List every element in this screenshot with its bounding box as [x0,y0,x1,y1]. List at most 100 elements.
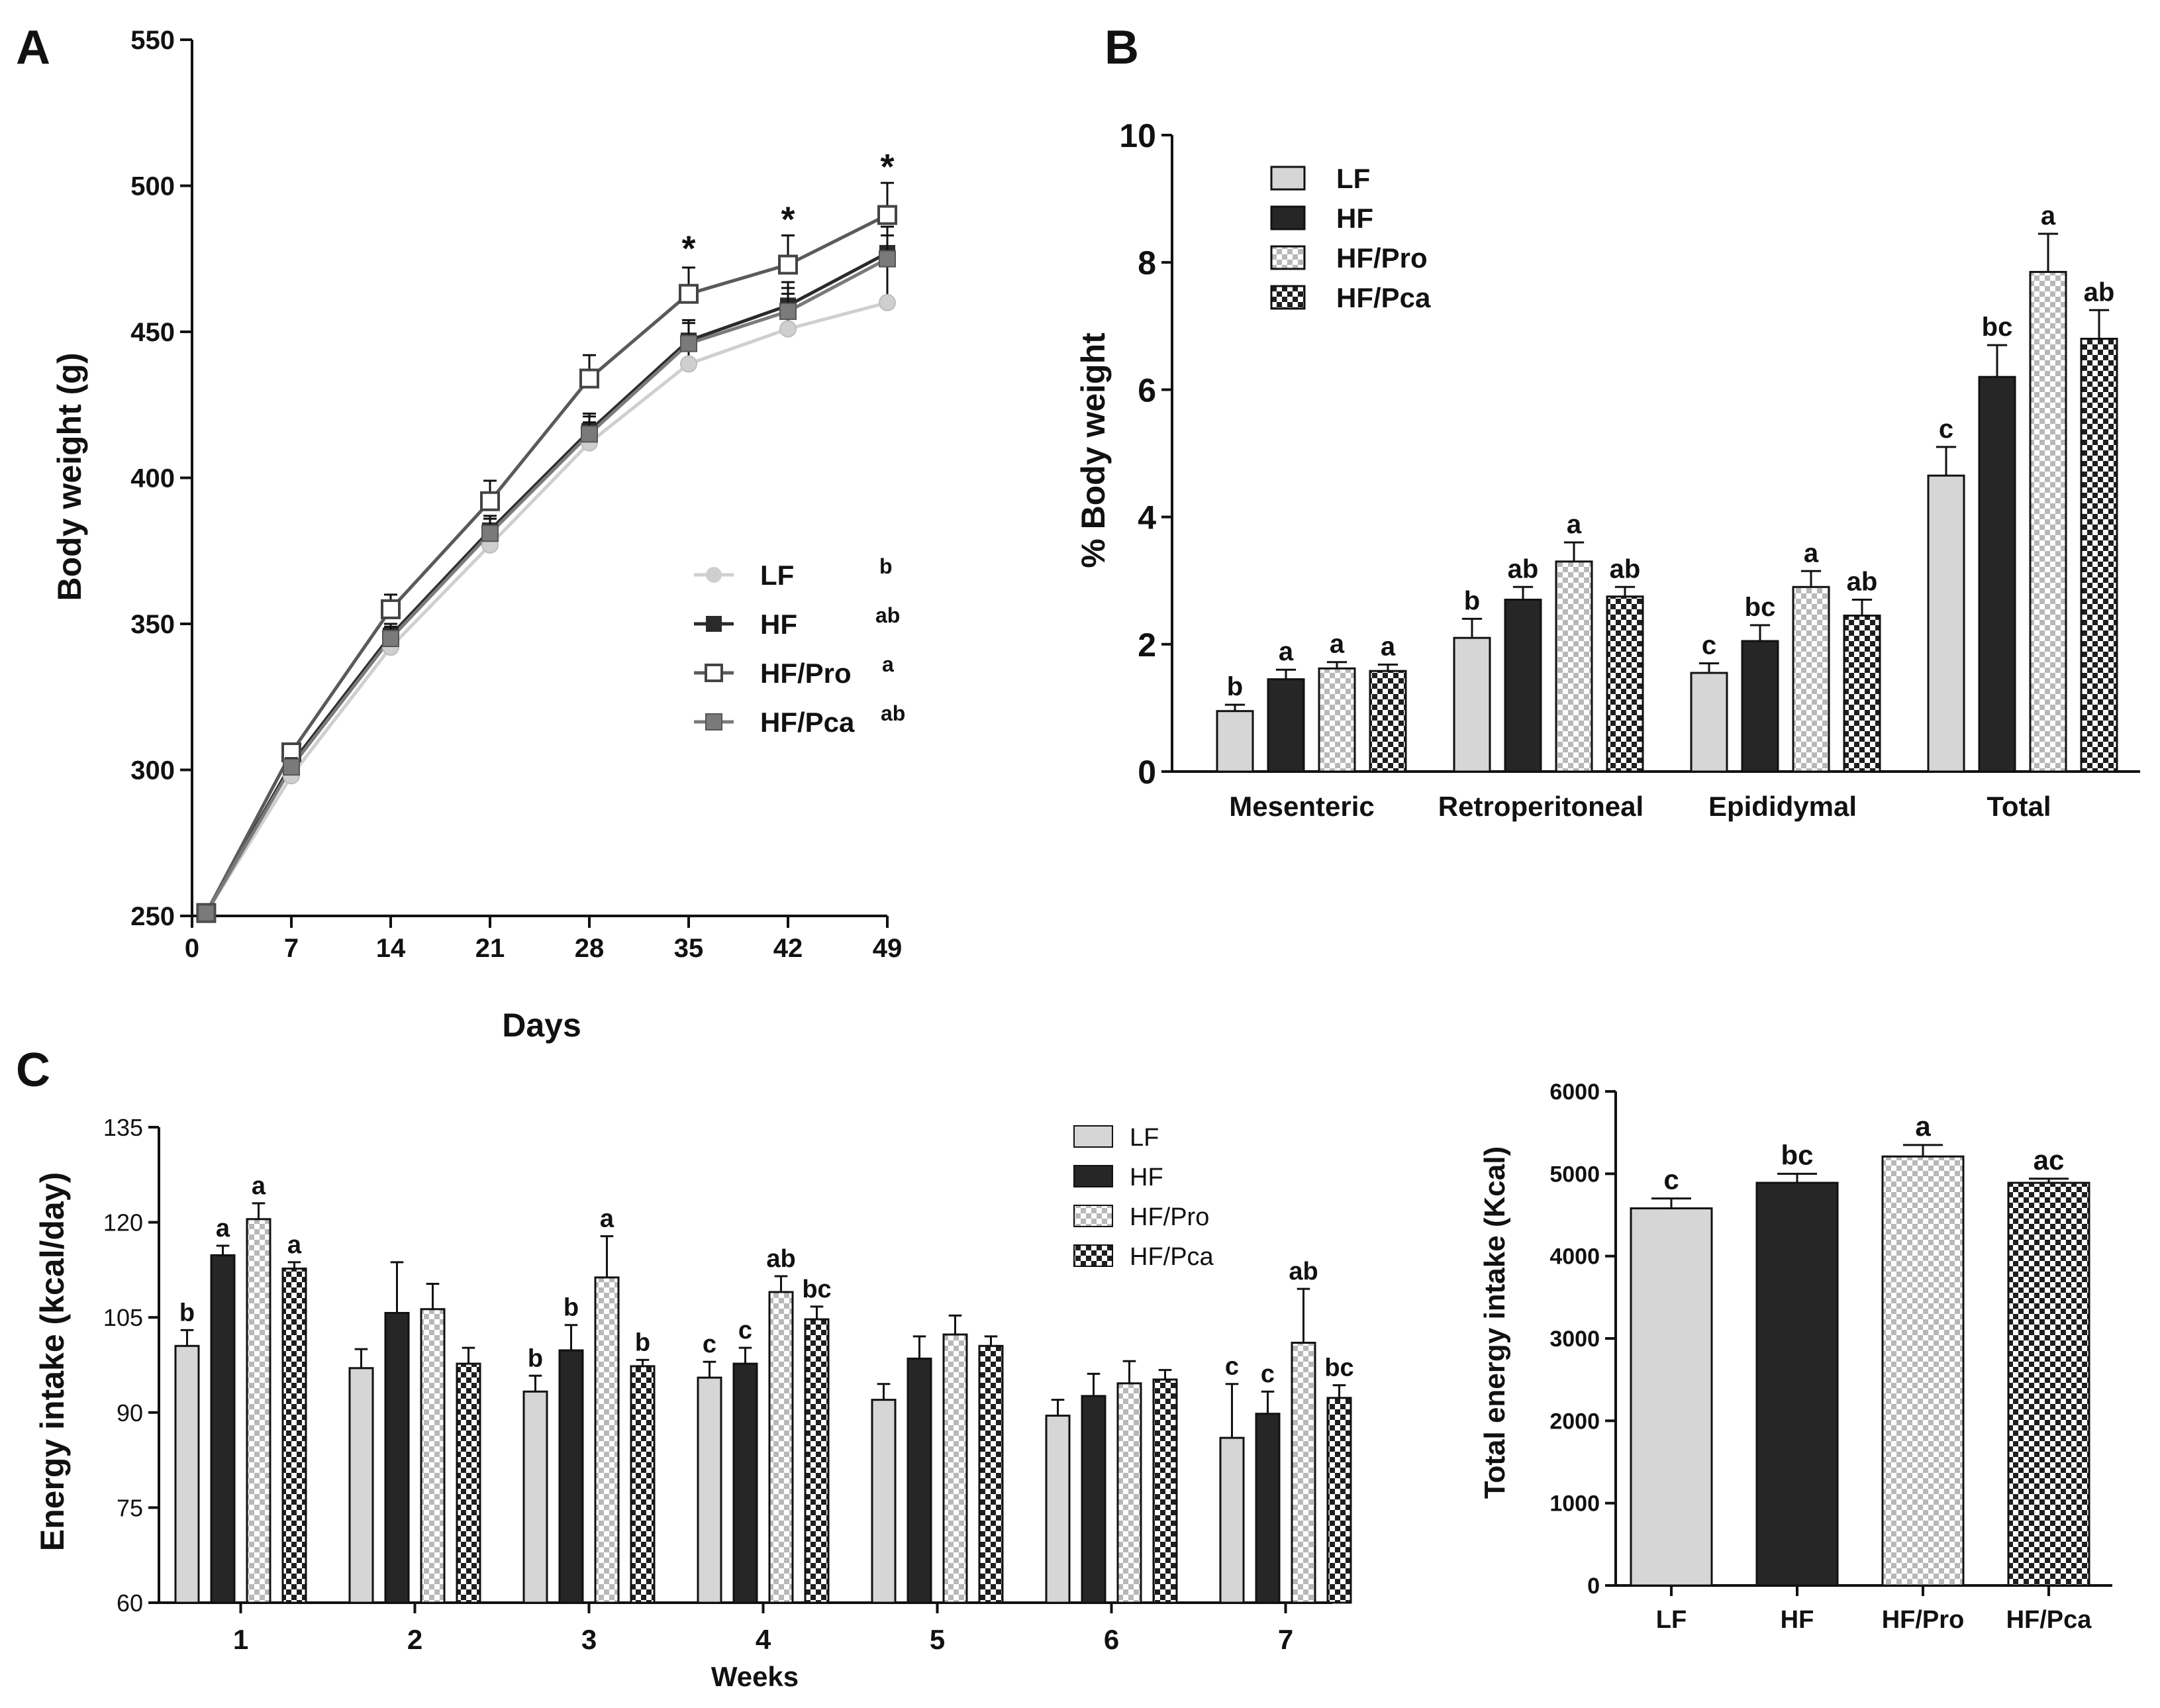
bar-lf [1219,1436,1245,1604]
significance-letter: a [252,1172,266,1200]
c2-bar-hf [1755,1181,1839,1587]
a-series-line-hf [205,251,889,914]
a-point [680,355,697,373]
c2-bar-hf-pca [2007,1181,2090,1587]
significance-letter: bc [1745,593,1776,622]
significance-letter: b [1227,672,1243,701]
significance-letter: c [1261,1360,1275,1388]
bar-hf [1255,1413,1281,1604]
a-y-tick-label: 400 [130,464,175,493]
significance-letter: c [1939,415,1953,444]
bar-hf-pca [1369,670,1407,773]
b-legend-label: LF [1336,163,1370,194]
panel-a-line-chart: 250 300 350 400 450 500 550 0 7 14 21 28 35 42 49 * ** … [51,26,905,1044]
bar-lf [697,1376,722,1604]
a-x-tick-label: 0 [185,934,199,963]
significance-letter: ab [1289,1258,1318,1285]
a-legend-label: HF [760,609,797,640]
c2-y-tick-label: 3000 [1549,1327,1600,1352]
a-legend-label: HF/Pro [760,658,852,689]
bar-hf-pro [594,1276,620,1604]
c2-y-tick-label: 1000 [1549,1491,1600,1517]
b-legend-label: HF/Pca [1336,282,1431,313]
a-legend-marker [705,713,722,730]
bar-hf [907,1357,932,1604]
a-x-tick-label: 42 [773,934,803,963]
a-x-tick-label: 7 [284,934,299,963]
x-tick-label: 1 [233,1624,248,1655]
c-legend-swatch [1073,1125,1113,1148]
c-legend-label: HF/Pro [1130,1203,1209,1231]
bar-hf-pca [1326,1397,1352,1604]
bar-lf [871,1399,897,1604]
bar-hf-pro [1291,1341,1316,1604]
significance-letter: ab [1610,554,1641,583]
x-tick-label: Total [1987,791,2051,822]
y-tick-label: 120 [103,1209,143,1236]
a-point [679,283,699,304]
a-x-tick-label: 28 [575,934,605,963]
x-tick-label: 3 [581,1624,597,1655]
significance-letter: ab [2084,277,2115,307]
significance-letter: a [1567,510,1582,539]
bar-hf-pca [804,1318,830,1604]
c-legend-label: HF [1130,1164,1163,1191]
x-tick-label: 6 [1104,1624,1119,1655]
bar-hf [1504,599,1542,773]
panel-c2-bar-chart: 0 1000 2000 3000 4000 5000 6000 LF HF HF/Pro HF/Pc… [1479,1080,2112,1634]
a-point [481,525,499,542]
panel-a-axes: 250 300 350 400 450 500 550 0 7 14 21 28 35 42 49 [130,26,902,963]
a-legend-marker [705,664,723,682]
bar-hf-pca [630,1365,656,1604]
bar-hf-pro [1555,560,1593,773]
bar-hf-pca [1152,1378,1178,1604]
c2-y-tick-label: 6000 [1549,1080,1600,1105]
a-point [778,254,798,275]
y-tick-label: 6 [1138,372,1156,409]
a-legend-label: HF/Pca [760,707,855,738]
a-y-tick-label: 350 [130,610,175,639]
bar-hf-pca [1843,615,1881,773]
b-legend-label: HF [1336,203,1373,234]
significance-letter: c [738,1317,752,1344]
c-legend-swatch [1073,1205,1113,1227]
a-y-tick-label: 550 [130,26,175,55]
significance-letter: bc [802,1276,831,1303]
significance-letter: c [1225,1353,1239,1381]
significance-letter: a [216,1215,230,1242]
x-tick-label: 2 [407,1624,422,1655]
panel-a-legend: LF b HF ab HF/Pro a HF/Pca ab [694,554,905,738]
c2-x-tick-label: LF [1656,1606,1687,1634]
bar-hf-pca [281,1267,307,1604]
significance-letter: c [703,1331,716,1358]
b-legend-label: HF/Pro [1336,242,1428,274]
bar-hf-pro [1116,1382,1142,1604]
a-point [197,904,215,922]
a-y-tick-label: 500 [130,172,175,201]
y-tick-label: 4 [1138,499,1156,536]
bar-hf-pro [2029,271,2067,773]
panel-label-c: C [16,1044,50,1097]
a-point [779,303,797,321]
significance-letter: b [564,1294,579,1322]
c2-x-tick-label: HF [1781,1606,1814,1634]
bar-hf-pca [456,1362,481,1604]
y-tick-label: 2 [1138,627,1156,664]
panel-c2-axes: 0 1000 2000 3000 4000 5000 6000 LF HF HF/Pro HF/Pc… [1549,1080,2112,1634]
a-legend-letter: ab [875,603,900,627]
panel-a-series: * * * [196,147,897,923]
bar-hf-pro [942,1333,968,1604]
y-tick-label: 10 [1119,117,1156,154]
b-legend-swatch [1270,205,1306,230]
x-tick-label: Mesenteric [1229,791,1374,822]
y-tick-label: 90 [117,1399,143,1427]
panel-b-y-axis-label: % Body weight [1075,332,1112,568]
bar-lf [348,1367,374,1604]
bar-lf [1927,474,1965,773]
a-point [879,293,896,311]
panel-b-bar-chart: 0 2 4 6 8 10 Mesenteric Retroperitoneal Epididym… [1075,117,2140,822]
c2-significance-letter: a [1915,1111,1931,1142]
